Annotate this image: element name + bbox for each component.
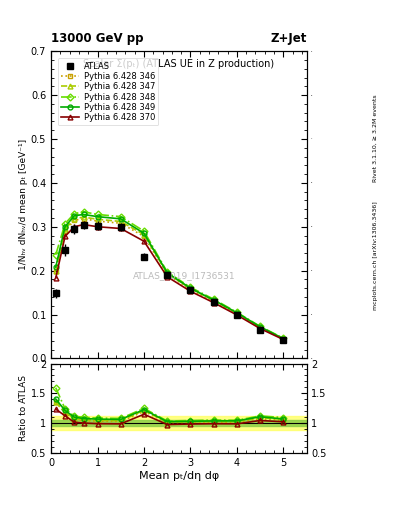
Y-axis label: 1/Nₕᵥ dNₕᵥ/d mean pₜ [GeV⁻¹]: 1/Nₕᵥ dNₕᵥ/d mean pₜ [GeV⁻¹]: [19, 139, 28, 270]
Y-axis label: Ratio to ATLAS: Ratio to ATLAS: [19, 375, 28, 441]
X-axis label: Mean pₜ/dη dφ: Mean pₜ/dη dφ: [139, 471, 219, 481]
Text: Z+Jet: Z+Jet: [270, 32, 307, 45]
Text: 13000 GeV pp: 13000 GeV pp: [51, 32, 143, 45]
Text: mcplots.cern.ch [arXiv:1306.3436]: mcplots.cern.ch [arXiv:1306.3436]: [373, 202, 378, 310]
Text: ATLAS_2019_I1736531: ATLAS_2019_I1736531: [132, 271, 235, 280]
Legend: ATLAS, Pythia 6.428 346, Pythia 6.428 347, Pythia 6.428 348, Pythia 6.428 349, P: ATLAS, Pythia 6.428 346, Pythia 6.428 34…: [58, 58, 158, 125]
Text: Scalar Σ(pₜ) (ATLAS UE in Z production): Scalar Σ(pₜ) (ATLAS UE in Z production): [83, 59, 274, 69]
Text: Rivet 3.1.10, ≥ 3.2M events: Rivet 3.1.10, ≥ 3.2M events: [373, 94, 378, 182]
